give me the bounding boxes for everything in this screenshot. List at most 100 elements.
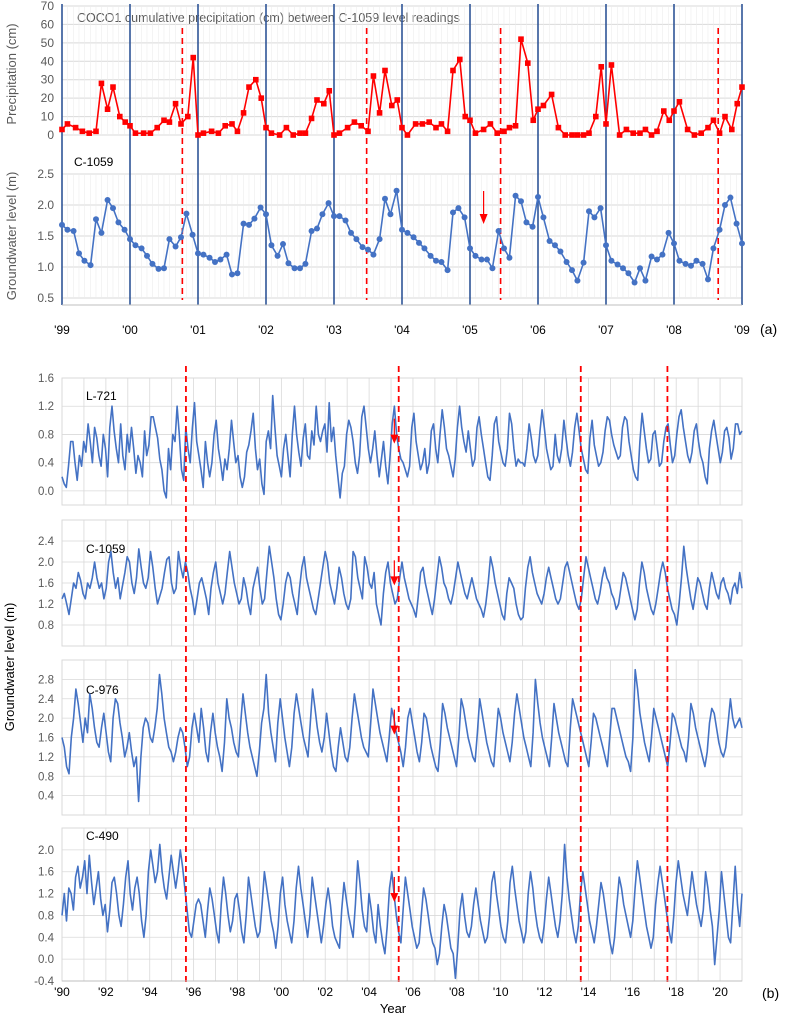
precip-point [586,130,592,136]
gw-point [637,265,643,272]
precip-point [59,126,65,133]
gw-point [518,198,524,205]
gw-point [688,262,694,269]
x-tick-label: '18 [668,985,684,999]
gw-point [240,220,247,227]
gw-point [285,260,292,267]
gw-point [603,242,609,249]
well-label: L-721 [86,389,117,403]
panel-a-label: (a) [760,321,777,337]
precip-point [246,84,252,90]
y-tick-label: 1.6 [38,733,54,745]
gw-point [195,250,201,257]
gw-point [433,257,439,264]
gw-point [132,242,139,249]
gw-point [325,200,332,207]
gw-point [353,236,360,243]
precip-point [336,130,343,136]
precip-point [472,130,479,136]
precip-point [154,124,160,131]
x-tick-label: '20 [712,985,728,999]
precip-point [331,132,337,138]
precip-point [195,132,201,138]
precip-point [370,73,377,79]
precip-point [104,106,111,112]
gw-point [416,239,422,246]
precip-point [722,113,728,120]
precip-point [399,124,405,131]
precip-point [308,115,315,122]
gw-point [450,209,456,216]
precip-point [426,119,432,125]
precip-point [147,130,154,136]
gw-tick-label: 2.0 [37,198,54,212]
precip-point [698,130,704,136]
precip-point [438,121,445,127]
gw-point [557,248,564,255]
precip-point [637,130,643,136]
gw-point [81,257,88,264]
y-tick-label: 0.8 [38,620,54,632]
precip-point [734,100,741,107]
gw-point [348,229,354,236]
precip-point [229,121,235,127]
gw-point [246,221,252,228]
gw-point [495,228,502,235]
gw-point [308,228,315,235]
y-tick-label: 2.0 [38,845,54,857]
y-tick-label: 2.4 [38,536,55,548]
gw-point [659,251,666,258]
y-tick-label: 2.0 [38,557,54,569]
gw-point [523,219,530,226]
gw-point [393,187,400,194]
y-tick-label: 1.2 [38,599,54,611]
gw-point [455,205,462,212]
gw-point [676,257,683,264]
precip-point [494,130,500,136]
gw-point [280,241,286,248]
precip-point [593,113,599,120]
y-tick-label: 1.2 [38,752,54,764]
gw-point [597,205,604,212]
x-tick-label: '04 [394,323,410,337]
gw-point [382,195,388,202]
gw-point [733,220,740,227]
gw-point [501,245,507,252]
gw-tick-label: 1.5 [37,229,54,243]
precip-point [729,126,735,133]
gw-point [229,271,235,278]
gw-point [529,223,536,230]
precip-tick-label: 20 [41,91,55,105]
gw-point [591,214,598,221]
gw-point [472,252,479,259]
gw-point [467,245,473,252]
y-tick-label: 1.2 [38,889,54,901]
gw-point [540,214,547,221]
gw-point [121,226,128,233]
x-tick-label: '08 [449,985,465,999]
x-tick-label: '08 [666,323,682,337]
precip-point [290,132,296,138]
gw-point [506,254,513,261]
gw-point [665,229,672,236]
precip-point [297,130,303,136]
precip-point [419,121,426,127]
precip-point [190,54,197,61]
gw-point [642,277,649,284]
precip-point [603,121,609,127]
well-label: C-1059 [86,542,126,556]
gw-point [59,221,65,228]
x-tick-label: '16 [625,985,641,999]
panel-b-label: (b) [762,985,779,1001]
gw-point [489,265,496,272]
y-tick-label: 2.0 [38,713,54,725]
precip-point [86,130,92,136]
gw-point [223,251,230,258]
panel-a-chart: 0 10 20 30 40 50 60 70 0.5 1.0 1.5 2.0 2.5 '99 '00 '01 '… [37,0,750,337]
gw-tick-label: 0.5 [37,291,54,305]
precip-point [110,84,116,90]
panel-a-gw-ylabel: Groundwater level (m) [4,172,19,301]
gw-point [682,260,689,267]
gw-point [76,250,82,257]
y-tick-label: 0.4 [38,458,55,470]
